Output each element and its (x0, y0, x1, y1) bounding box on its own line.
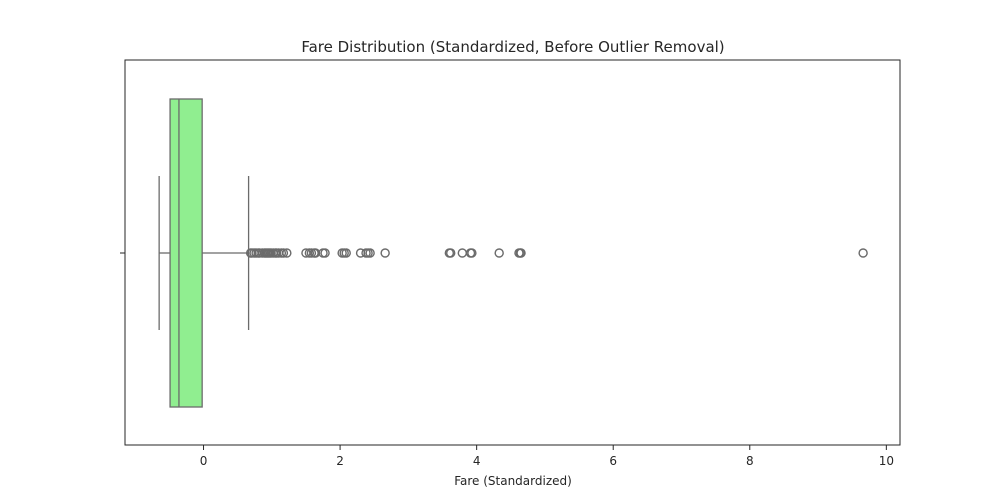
box-iqr (169, 98, 203, 408)
x-tick-label: 10 (879, 454, 894, 468)
x-tick-label: 4 (473, 454, 481, 468)
x-axis-label: Fare (Standardized) (454, 474, 572, 488)
x-tick-label: 2 (336, 454, 344, 468)
x-tick-label: 6 (609, 454, 617, 468)
outlier-point (282, 248, 292, 258)
outlier-point (365, 248, 375, 258)
outlier-point (306, 248, 317, 258)
x-tick-label: 8 (746, 454, 754, 468)
outlier-point (467, 248, 477, 258)
chart-title: Fare Distribution (Standardized, Before … (301, 38, 724, 56)
outlier-point (320, 248, 330, 258)
outlier-point (341, 248, 351, 258)
x-axis: 0 2 4 6 8 10 (200, 445, 894, 468)
outlier-point (446, 248, 456, 258)
outlier-point (858, 248, 868, 258)
outlier-point (494, 248, 504, 258)
outlier-point (278, 248, 289, 258)
outlier-point (457, 248, 468, 258)
outlier-point (380, 248, 390, 258)
plot-area (158, 98, 868, 408)
x-tick-label: 0 (200, 454, 208, 468)
outlier-point (516, 248, 526, 258)
